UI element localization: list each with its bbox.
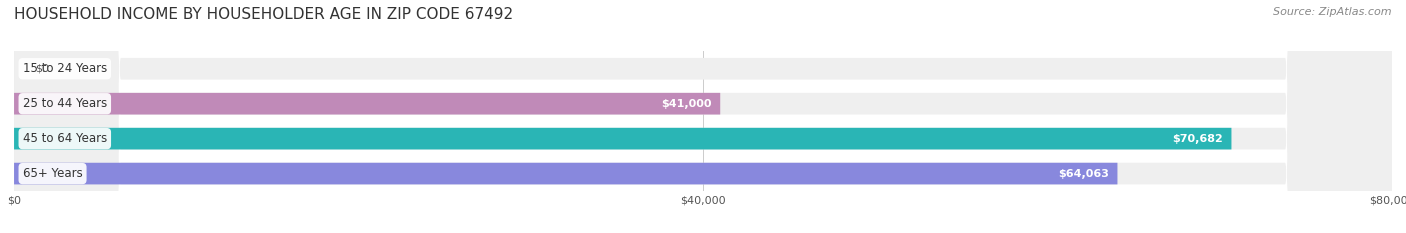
Text: $64,063: $64,063 [1057,169,1109,178]
Text: 25 to 44 Years: 25 to 44 Years [22,97,107,110]
FancyBboxPatch shape [14,128,1232,150]
Text: 45 to 64 Years: 45 to 64 Years [22,132,107,145]
Text: $41,000: $41,000 [661,99,711,109]
FancyBboxPatch shape [14,0,1392,233]
FancyBboxPatch shape [14,163,1118,185]
FancyBboxPatch shape [14,0,1392,233]
Text: 15 to 24 Years: 15 to 24 Years [22,62,107,75]
Text: 65+ Years: 65+ Years [22,167,83,180]
FancyBboxPatch shape [14,93,720,115]
Text: HOUSEHOLD INCOME BY HOUSEHOLDER AGE IN ZIP CODE 67492: HOUSEHOLD INCOME BY HOUSEHOLDER AGE IN Z… [14,7,513,22]
Text: Source: ZipAtlas.com: Source: ZipAtlas.com [1274,7,1392,17]
Text: $0: $0 [35,64,49,74]
FancyBboxPatch shape [14,0,1392,233]
Text: $70,682: $70,682 [1173,134,1223,144]
FancyBboxPatch shape [14,0,1392,233]
